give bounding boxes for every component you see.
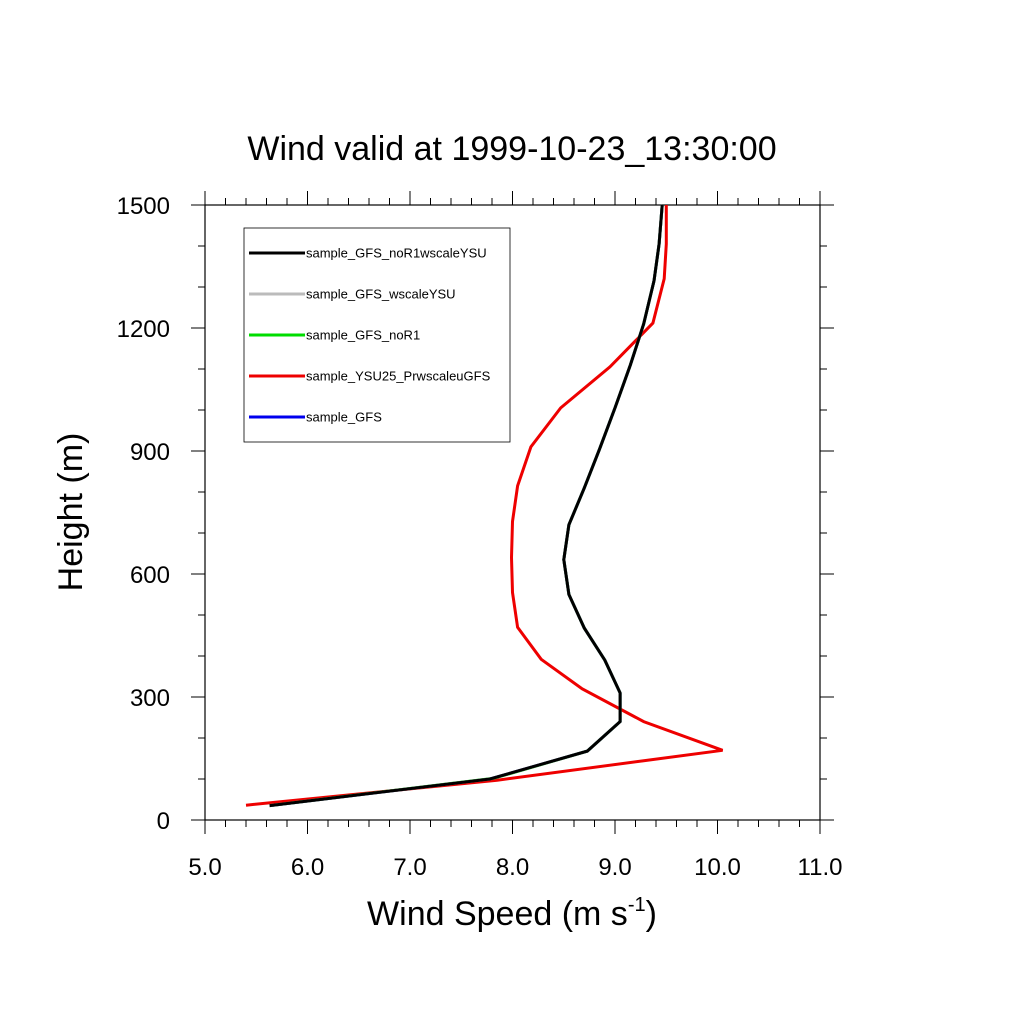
x-tick-label: 10.0 — [694, 854, 741, 881]
y-tick-label: 300 — [130, 685, 170, 712]
x-axis-label-main: Wind Speed (m s — [367, 895, 628, 933]
legend-label: sample_YSU25_PrwscaleuGFS — [306, 369, 491, 384]
y-axis-label: Height (m) — [52, 433, 90, 592]
y-tick-label: 1500 — [117, 193, 170, 220]
series-line-sample_YSU25_PrwscaleuGFS — [245, 205, 724, 807]
y-tick-label: 900 — [130, 439, 170, 466]
x-tick-label: 7.0 — [393, 854, 426, 881]
legend-label: sample_GFS_noR1 — [306, 328, 420, 343]
x-axis-label: Wind Speed (m s-1) — [367, 894, 657, 933]
y-tick-label: 600 — [130, 562, 170, 589]
legend-label: sample_GFS_noR1wscaleYSU — [306, 246, 487, 261]
x-axis-label-superscript: -1 — [628, 894, 646, 916]
y-tick-label: 0 — [157, 808, 170, 835]
x-tick-label: 5.0 — [188, 854, 221, 881]
x-tick-label: 11.0 — [798, 854, 843, 881]
x-tick-label: 8.0 — [496, 854, 529, 881]
x-tick-label: 9.0 — [598, 854, 631, 881]
series-line-sample_GFS_noR1wscaleYSU — [269, 204, 664, 808]
plot-area: 5.0 6.0 7.0 8.0 9.0 10.0 11.0 0 300 600 900 1200 150… — [117, 191, 843, 881]
legend-label: sample_GFS_wscaleYSU — [306, 287, 456, 302]
chart-title: Wind valid at 1999-10-23_13:30:00 — [247, 130, 776, 168]
x-axis-label-suffix: ) — [646, 895, 657, 933]
y-tick-label: 1200 — [117, 316, 170, 343]
legend-label: sample_GFS — [306, 410, 382, 425]
x-tick-label: 6.0 — [291, 854, 324, 881]
